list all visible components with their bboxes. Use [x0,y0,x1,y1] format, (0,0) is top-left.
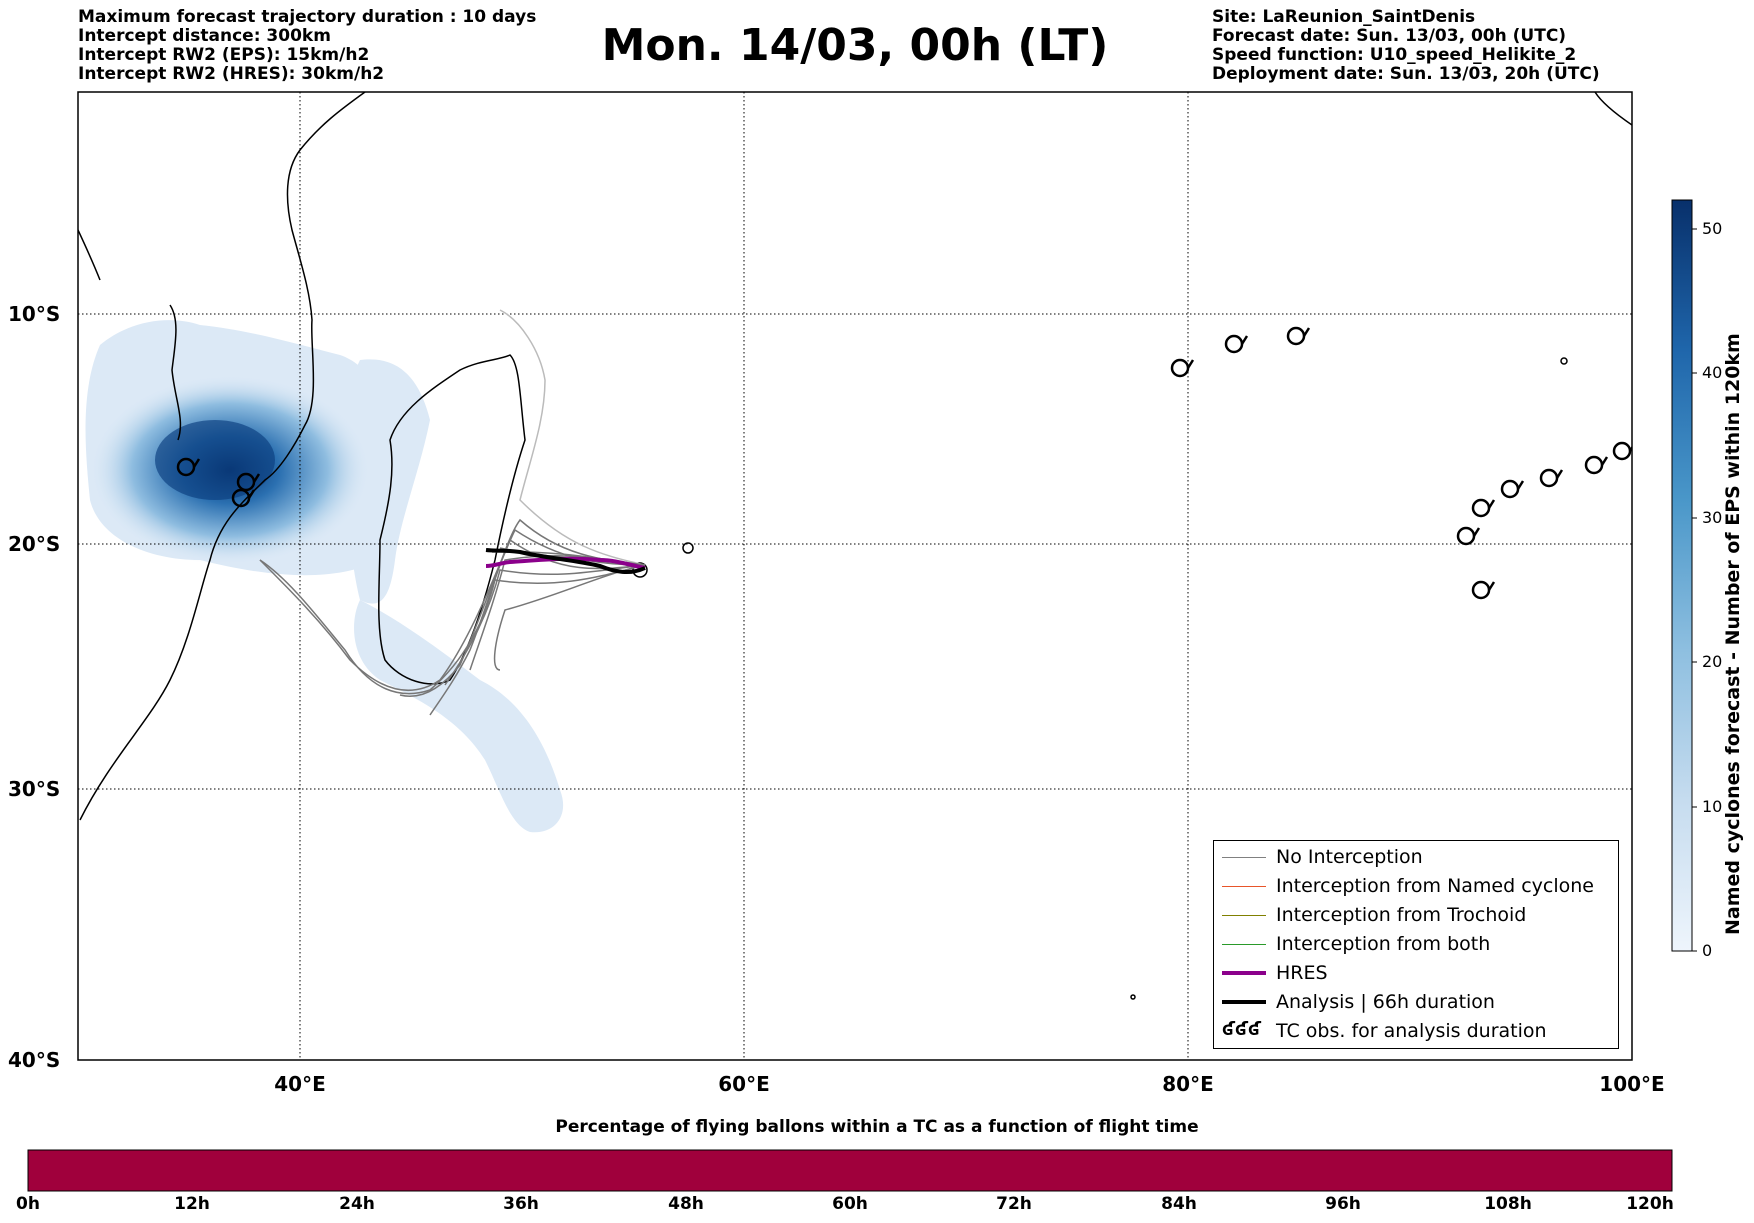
colorbar-label: Named cyclones forecast - Number of EPS … [1722,333,1744,935]
header-line: Speed function: U10_speed_Helikite_2 [1212,45,1577,65]
eps-colorbar [1671,199,1693,952]
tc-symbol-icon [1224,334,1249,354]
tc-symbol-icon [1286,326,1311,346]
legend-swatch [1222,944,1266,945]
legend-item: Interception from both [1214,930,1618,959]
legend-label: HRES [1276,962,1328,984]
tc-symbol-icon [176,457,201,477]
tc-symbol-icon [236,472,261,492]
map-frame [77,91,1633,1061]
tc-symbol-icon [1471,580,1496,600]
legend-item: Interception from Named cyclone [1214,872,1618,901]
legend-swatch [1222,971,1266,975]
legend-swatch [1222,886,1266,887]
legend-swatch [1222,915,1266,916]
time-tick: 12h [174,1194,210,1214]
tc-symbol-icon [1584,455,1609,475]
header-line: Site: LaReunion_SaintDenis [1212,7,1476,27]
tc-symbol-icon [1500,479,1525,499]
tc-symbol-icon [1539,468,1564,488]
header-line: Intercept RW2 (HRES): 30km/h2 [78,64,385,84]
header-right-info: Site: LaReunion_SaintDenis Forecast date… [1212,8,1600,84]
lat-label: 10°S [8,302,61,326]
tc-observation-markers [176,326,1632,600]
time-tick: 96h [1325,1194,1361,1214]
legend-label: Interception from Named cyclone [1276,875,1594,897]
header-line: Maximum forecast trajectory duration : 1… [78,7,537,27]
time-tick: 72h [996,1194,1032,1214]
colorbar-tick: 20 [1702,652,1723,671]
colorbar-tick: 40 [1702,363,1723,382]
analysis-trajectory [485,548,646,575]
header-left-info: Maximum forecast trajectory duration : 1… [78,8,536,84]
tc-symbol-icon [231,488,256,508]
colorbar-tick: 10 [1702,797,1723,816]
legend: No Interception Interception from Named … [1213,840,1619,1049]
graticule [78,92,1632,1060]
legend-label: Interception from Trochoid [1276,904,1527,926]
header-line: Intercept RW2 (EPS): 15km/h2 [78,45,370,65]
map-title: Mon. 14/03, 00h (LT) [601,20,1109,71]
lat-label: 40°S [8,1048,61,1072]
header-line: Forecast date: Sun. 13/03, 00h (UTC) [1212,26,1567,46]
lon-label: 100°E [1599,1072,1665,1096]
legend-swatch [1222,1000,1266,1004]
time-tick: 108h [1484,1194,1532,1214]
legend-label: Interception from both [1276,933,1491,955]
legend-label: Analysis | 66h duration [1276,991,1495,1013]
time-tick: 120h [1626,1194,1674,1214]
colorbar-tick: 30 [1702,508,1723,527]
tc-symbol-icon: ʛʛʛ [1222,1018,1262,1040]
lat-label: 30°S [8,777,61,801]
legend-item: ʛʛʛ TC obs. for analysis duration [1214,1017,1618,1046]
flight-time-bar [27,1149,1673,1192]
lon-label: 60°E [718,1072,770,1096]
header-line: Intercept distance: 300km [78,26,331,46]
coastlines [78,92,1632,1000]
tc-symbol-icon [1170,358,1195,378]
time-tick: 24h [339,1194,375,1214]
header-line: Deployment date: Sun. 13/03, 20h (UTC) [1212,64,1600,84]
legend-label: TC obs. for analysis duration [1276,1020,1547,1042]
colorbar-tick: 0 [1702,941,1713,960]
lat-label: 20°S [8,532,61,556]
time-bar-title: Percentage of flying ballons within a TC… [555,1117,1199,1137]
time-tick: 60h [832,1194,868,1214]
tc-symbol-icon [1612,441,1632,461]
legend-item: Analysis | 66h duration [1214,988,1618,1017]
legend-label: No Interception [1276,846,1423,868]
time-tick: 84h [1161,1194,1197,1214]
eps-density-core [90,375,370,565]
legend-swatch [1222,857,1266,858]
legend-item: Interception from Trochoid [1214,901,1618,930]
time-tick: 0h [16,1194,40,1214]
time-tick: 48h [668,1194,704,1214]
tc-symbol-icon [1456,526,1481,546]
lon-label: 80°E [1162,1072,1214,1096]
time-tick: 36h [503,1194,539,1214]
legend-item: HRES [1214,959,1618,988]
lon-label: 40°E [274,1072,326,1096]
legend-item: No Interception [1214,843,1618,872]
tc-symbol-icon [1471,498,1496,518]
colorbar-tick: 50 [1702,219,1723,238]
eps-colorbar-ticks [1692,228,1697,952]
